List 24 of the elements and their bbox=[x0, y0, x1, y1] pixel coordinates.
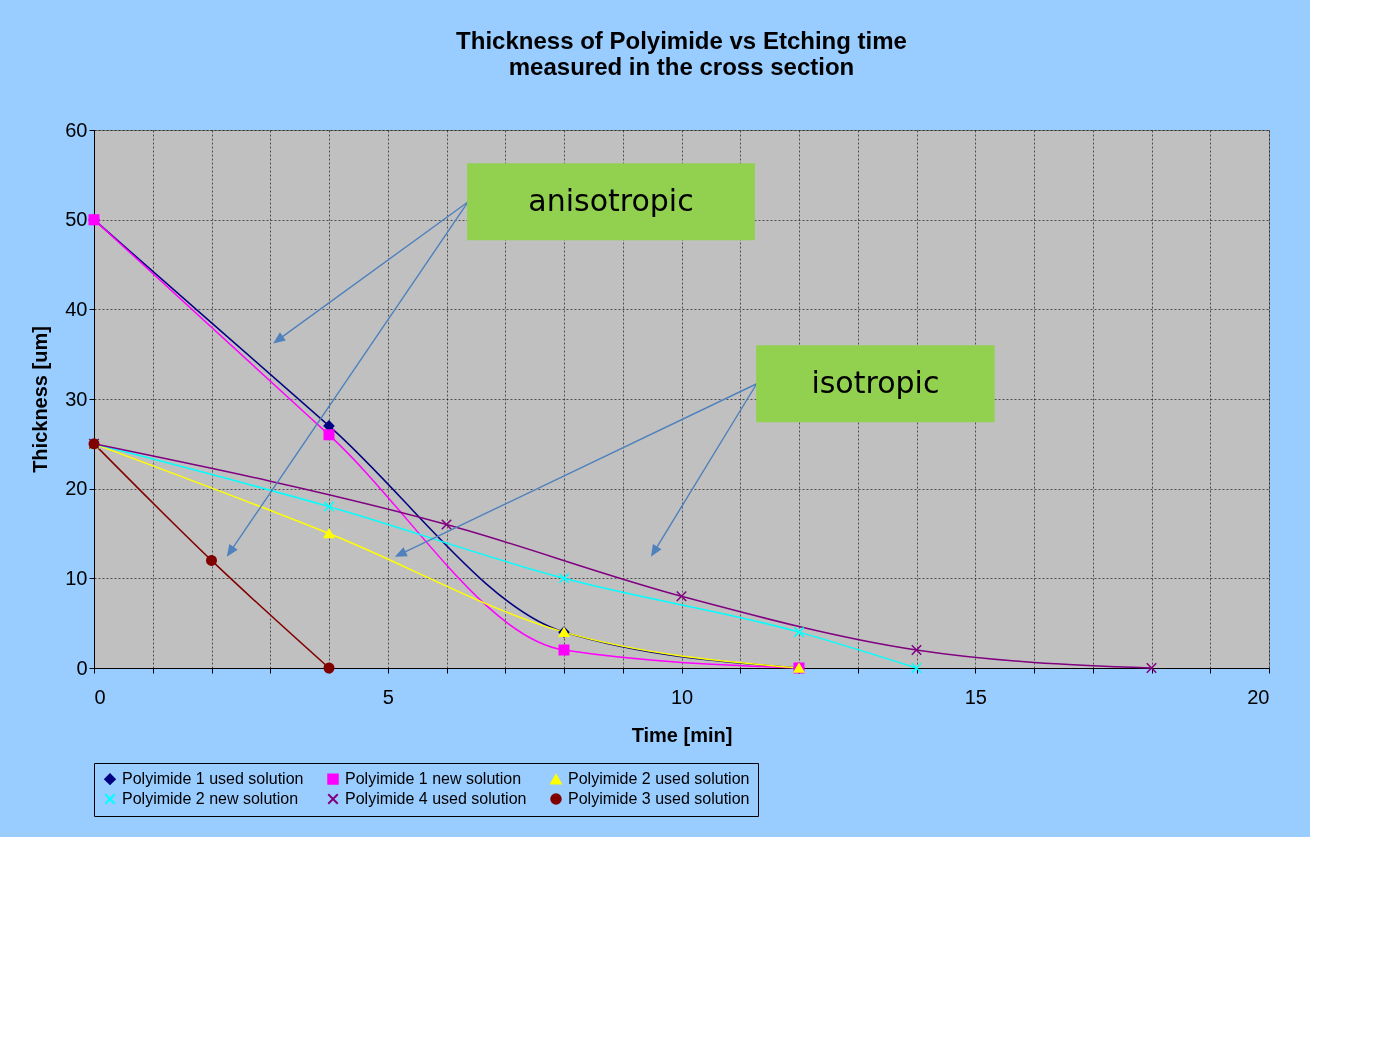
legend-label: Polyimide 3 used solution bbox=[568, 790, 750, 807]
y-tick-label: 60 bbox=[65, 118, 88, 141]
y-tick-label: 40 bbox=[65, 297, 88, 320]
legend-label: Polyimide 1 used solution bbox=[122, 770, 304, 788]
y-tick-label: 20 bbox=[65, 477, 88, 500]
legend-label: Polyimide 1 new solution bbox=[345, 770, 522, 788]
y-tick-label: 0 bbox=[76, 656, 88, 679]
y-tick-label: 10 bbox=[65, 566, 88, 589]
annotation: anisotropic bbox=[528, 182, 694, 218]
x-tick-label: 10 bbox=[670, 685, 694, 708]
x-tick-label: 20 bbox=[1247, 685, 1270, 708]
y-tick-label: 50 bbox=[65, 208, 88, 231]
y-tick-label: 30 bbox=[65, 387, 88, 410]
x-tick-label: 15 bbox=[964, 685, 987, 708]
text: measured in the cross section bbox=[508, 53, 855, 80]
x-axis-title: Time [min] bbox=[631, 723, 733, 746]
legend-label: Polyimide 2 used solution bbox=[568, 770, 750, 788]
y-axis-title: Thickness [um] bbox=[29, 326, 52, 473]
legend-label: Polyimide 4 used solution bbox=[345, 790, 527, 807]
x-tick-label: 0 bbox=[94, 685, 106, 708]
text: Thickness of Polyimide vs Etching time bbox=[456, 27, 907, 54]
legend-label: Polyimide 2 new solution bbox=[122, 790, 299, 807]
annotation: isotropic bbox=[811, 364, 940, 400]
x-tick-label: 5 bbox=[382, 685, 394, 708]
